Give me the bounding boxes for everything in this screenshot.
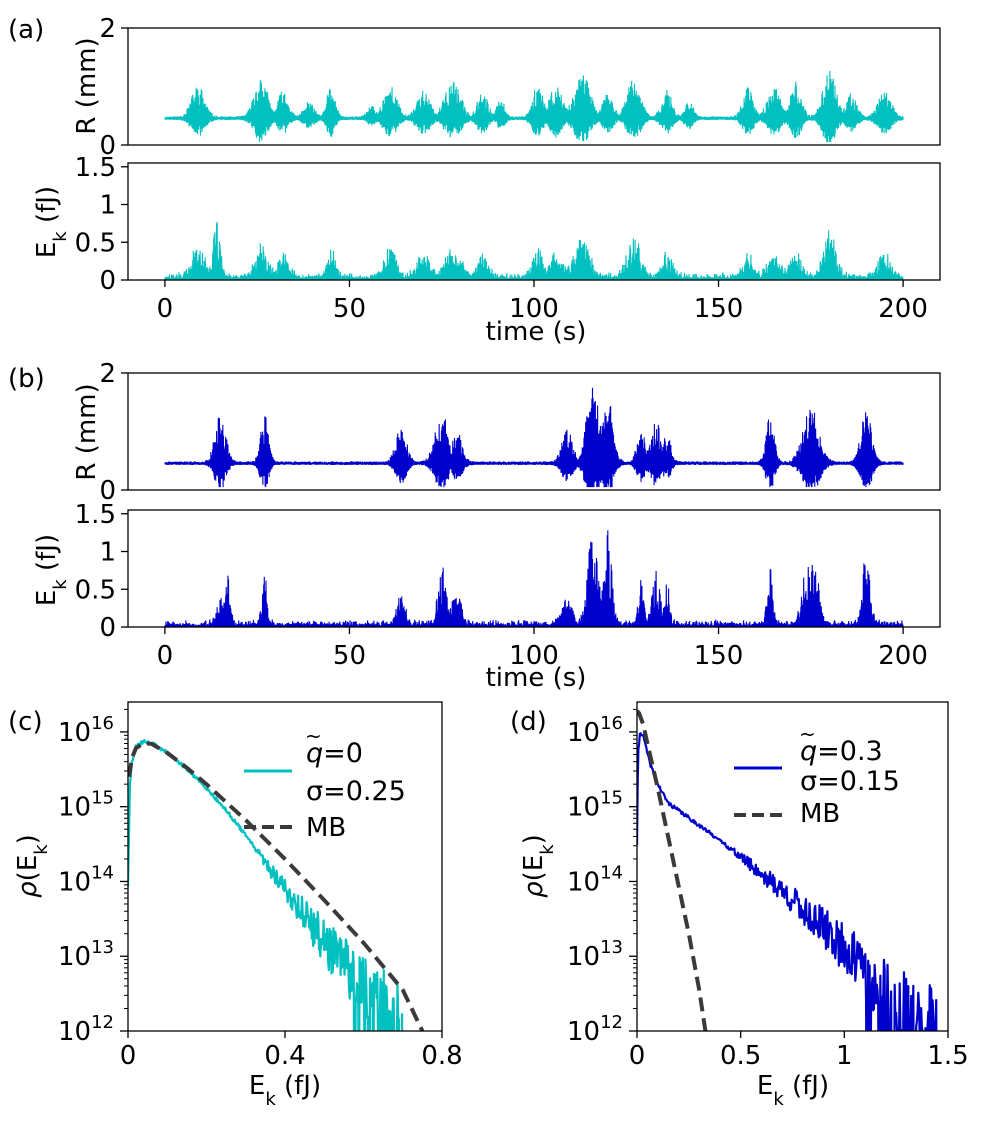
legend-c-tilde: ~ xyxy=(305,724,322,748)
chart-d: 1012 1013 1014 1015 1016 0 0.5 1 1.5 ρ(Ek) Ek (… xyxy=(519,701,969,1110)
ytick-label-d: 1014 xyxy=(567,862,623,897)
ytick-label-a-top: 2 xyxy=(99,14,116,44)
xtick-label-d: 0 xyxy=(629,1041,646,1071)
ytick-label-a-bottom: 0.5 xyxy=(75,228,116,258)
ytick-label-d: 1012 xyxy=(567,1012,623,1047)
ytick-label-b-bottom: 1 xyxy=(99,538,116,568)
xlabel-b-bottom: time (s) xyxy=(486,663,587,693)
ytick-label-c: 1012 xyxy=(58,1012,114,1047)
xtick-label-b-bottom: 100 xyxy=(509,641,559,671)
legend-c: q=0 ~ σ=0.25 MB xyxy=(244,724,406,843)
ylabel-b-top: R (mm) xyxy=(72,383,102,480)
ytick-label-c: 1014 xyxy=(58,862,114,897)
xtick-label-c: 0 xyxy=(120,1041,137,1071)
ytick-label-b-bottom: 1.5 xyxy=(75,500,116,530)
xlabel-d: Ek (fJ) xyxy=(757,1071,829,1110)
ytick-label-c: 1016 xyxy=(58,713,114,748)
legend-c-label-mb: MB xyxy=(306,813,346,843)
series-line-a-top xyxy=(164,70,904,143)
ytick-label-d: 1013 xyxy=(567,937,623,972)
ytick-label-b-top: 0 xyxy=(99,476,116,506)
series-line-d-sim xyxy=(637,732,938,1031)
chart-c: 1012 1013 1014 1015 1016 0 0.4 0.8 ρ(Ek) Ek (f… xyxy=(13,701,463,1110)
series-line-d-mb xyxy=(637,709,708,1031)
series-line-b-top xyxy=(164,387,904,488)
ytick-label-a-bottom: 1.5 xyxy=(75,153,116,183)
xlabel-c: Ek (fJ) xyxy=(249,1071,321,1110)
panel-label-d: (d) xyxy=(510,707,547,737)
ylabel-a-top: R (mm) xyxy=(72,37,102,134)
ytick-label-a-bottom: 1 xyxy=(99,191,116,221)
chart-a-bottom: 0 0.5 1 1.5 0 50 100 150 200 Ek (fJ) time (s) xyxy=(32,153,941,347)
chart-b-top: 0 2 R (mm) xyxy=(72,359,941,506)
xtick-label-c: 0.8 xyxy=(421,1041,462,1071)
ytick-label-a-top: 0 xyxy=(99,131,116,161)
xtick-label-b-bottom: 150 xyxy=(694,641,744,671)
xtick-label-a-bottom: 100 xyxy=(509,294,559,324)
legend-d-tilde: ~ xyxy=(799,722,816,746)
xtick-label-b-bottom: 200 xyxy=(878,641,928,671)
panel-label-c: (c) xyxy=(8,707,43,737)
ytick-label-b-top: 2 xyxy=(99,359,116,389)
ytick-label-b-bottom: 0.5 xyxy=(75,575,116,605)
xtick-label-d: 1 xyxy=(836,1041,853,1071)
panel-label-a: (a) xyxy=(8,15,44,45)
ytick-label-c: 1015 xyxy=(58,788,114,823)
ytick-label-d: 1015 xyxy=(567,788,623,823)
xtick-label-b-bottom: 50 xyxy=(333,641,366,671)
legend-c-label-sigma: σ=0.25 xyxy=(306,776,406,807)
ylabel-a-bottom: Ek (fJ) xyxy=(32,186,71,258)
chart-a-top: 0 2 R (mm) xyxy=(72,14,941,161)
xtick-label-a-bottom: 150 xyxy=(694,294,744,324)
ylabel-c: ρ(Ek) xyxy=(13,834,52,898)
series-line-c-mb xyxy=(128,741,425,1031)
xtick-label-a-bottom: 50 xyxy=(333,294,366,324)
ylabel-d: ρ(Ek) xyxy=(519,834,558,898)
legend-d-label-sigma: σ=0.15 xyxy=(800,766,900,797)
series-line-b-bottom xyxy=(164,530,904,627)
legend-d-label-mb: MB xyxy=(800,799,840,829)
xtick-label-d: 0.5 xyxy=(720,1041,761,1071)
legend-d-label-q: q=0.3 xyxy=(800,736,883,767)
xtick-label-b-bottom: 0 xyxy=(157,641,174,671)
legend-c-label-q: q=0 xyxy=(306,738,363,769)
ytick-label-d: 1016 xyxy=(567,713,623,748)
legend-d: q=0.3 ~ σ=0.15 MB xyxy=(734,722,900,829)
chart-b-bottom: 0 0.5 1 1.5 0 50 100 150 200 Ek (fJ) time (s) xyxy=(32,500,941,693)
panel-label-b: (b) xyxy=(8,364,45,394)
ytick-label-c: 1013 xyxy=(58,937,114,972)
ytick-label-b-bottom: 0 xyxy=(99,613,116,643)
xtick-label-c: 0.4 xyxy=(264,1041,305,1071)
series-line-a-bottom xyxy=(164,221,904,280)
ylabel-b-bottom: Ek (fJ) xyxy=(32,534,71,606)
xtick-label-a-bottom: 0 xyxy=(157,294,174,324)
xtick-label-a-bottom: 200 xyxy=(878,294,928,324)
ytick-label-a-bottom: 0 xyxy=(99,266,116,296)
xlabel-a-bottom: time (s) xyxy=(486,317,587,347)
xtick-label-d: 1.5 xyxy=(927,1041,968,1071)
